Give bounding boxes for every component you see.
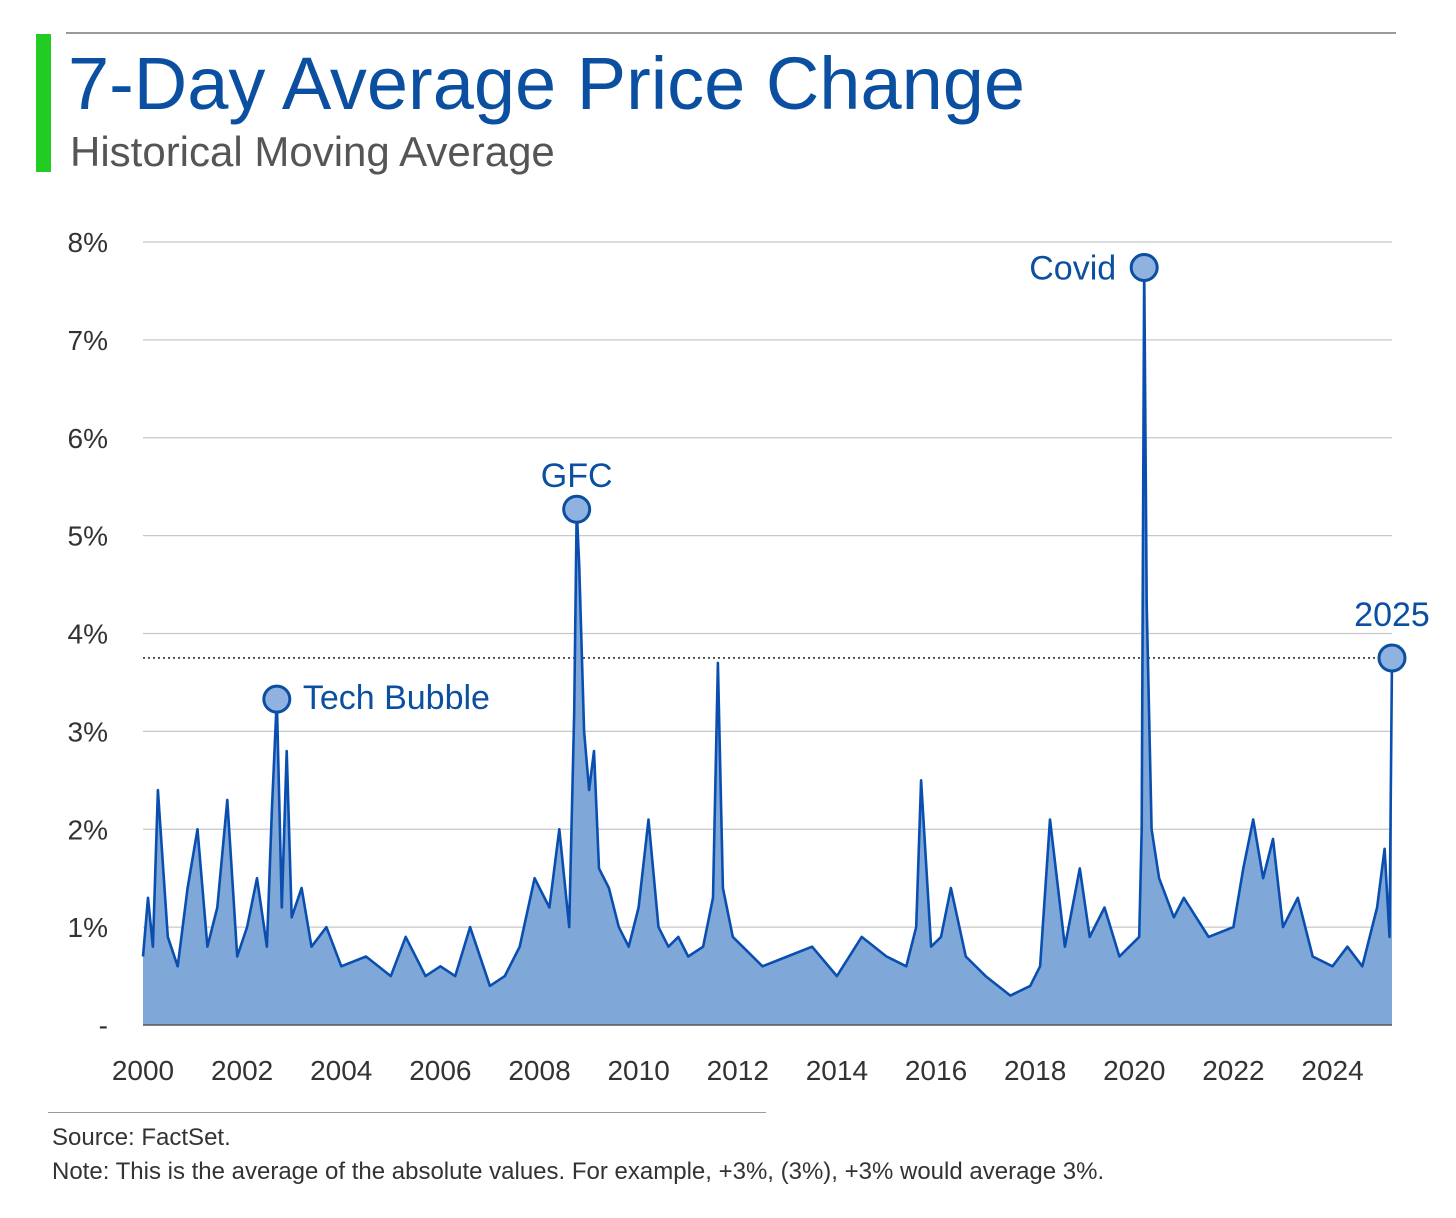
x-tick-label: 2006: [409, 1055, 471, 1086]
x-tick-label: 2014: [806, 1055, 868, 1086]
chart-title: 7-Day Average Price Change: [68, 42, 1026, 125]
x-tick-label: 2018: [1004, 1055, 1066, 1086]
y-tick-label: 8%: [68, 227, 108, 258]
y-tick-label: 4%: [68, 619, 108, 650]
y-tick-label: 1%: [68, 912, 108, 943]
annotation-label: Covid: [1029, 249, 1116, 287]
chart-subtitle: Historical Moving Average: [70, 128, 555, 175]
x-tick-label: 2002: [211, 1055, 273, 1086]
note-text: Note: This is the average of the absolut…: [52, 1158, 1105, 1185]
annotation-marker: [1377, 643, 1407, 673]
x-tick-label: 2010: [607, 1055, 669, 1086]
y-tick-label: 6%: [68, 423, 108, 454]
x-tick-label: 2008: [508, 1055, 570, 1086]
source-text: Source: FactSet.: [52, 1124, 231, 1151]
y-tick-label: 2%: [68, 814, 108, 845]
series-line: [141, 266, 1394, 997]
x-tick-label: 2020: [1103, 1055, 1165, 1086]
annotation-label: 2025: [1354, 596, 1430, 634]
y-tick-label: 5%: [68, 521, 108, 552]
x-tick-label: 2024: [1301, 1055, 1363, 1086]
y-tick-label: 7%: [68, 325, 108, 356]
x-tick-label: 2012: [707, 1055, 769, 1086]
y-tick-label: -: [99, 1010, 108, 1041]
annotation-marker: [562, 494, 592, 524]
top-rule: [66, 32, 1396, 34]
annotation-label: Tech Bubble: [303, 679, 490, 717]
accent-bar: [36, 34, 51, 172]
annotation-marker: [1129, 252, 1159, 282]
source-rule: [48, 1112, 766, 1113]
series-area: [143, 267, 1392, 1025]
x-tick-label: 2004: [310, 1055, 372, 1086]
annotation-label: GFC: [541, 457, 613, 495]
y-tick-label: 3%: [68, 716, 108, 747]
x-tick-label: 2000: [112, 1055, 174, 1086]
x-tick-label: 2016: [905, 1055, 967, 1086]
x-tick-label: 2022: [1202, 1055, 1264, 1086]
annotation-marker: [262, 684, 292, 714]
